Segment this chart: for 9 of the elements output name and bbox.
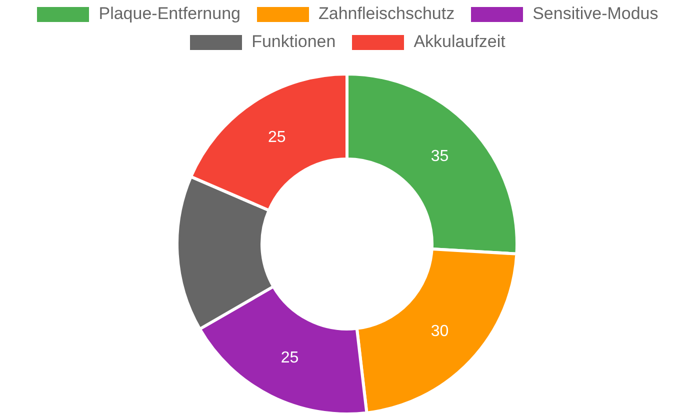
legend-label: Funktionen [252,32,336,52]
data-label: 35 [430,148,449,166]
data-label: 25 [268,128,286,146]
data-label: 25 [280,349,299,366]
legend-label: Plaque-Entfernung [98,4,241,24]
data-label: 30 [430,322,449,340]
legend-label: Akkulaufzeit [414,32,506,52]
legend-label: Sensitive-Modus [532,4,658,24]
legend-label: Zahnfleischschutz [318,4,455,24]
